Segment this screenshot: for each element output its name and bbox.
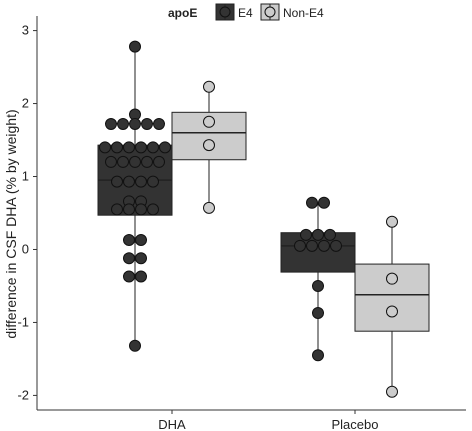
data-point <box>147 175 159 188</box>
data-point <box>330 239 342 252</box>
data-point <box>129 40 141 53</box>
data-point <box>312 306 324 319</box>
data-point <box>203 139 215 152</box>
data-point <box>129 117 141 130</box>
data-point <box>306 196 318 209</box>
data-point <box>123 175 135 188</box>
x-tick-label: Placebo <box>332 417 379 431</box>
box-e4-dha <box>97 40 173 352</box>
box-non-e4-dha <box>171 80 247 214</box>
data-point <box>386 385 398 398</box>
data-point <box>141 155 153 168</box>
data-point <box>147 203 159 216</box>
data-point <box>117 155 129 168</box>
data-point <box>300 228 312 241</box>
data-point <box>135 233 147 246</box>
y-tick-label: 3 <box>22 23 29 38</box>
data-point <box>117 117 129 130</box>
data-point <box>129 339 141 352</box>
data-point <box>159 141 171 154</box>
box-non-e4-placebo <box>354 215 430 398</box>
data-point <box>324 228 336 241</box>
data-point <box>386 305 398 318</box>
y-tick-label: 2 <box>22 96 29 111</box>
data-point <box>153 155 165 168</box>
y-axis-title: difference in CSF DHA (% by weight) <box>3 109 19 338</box>
data-point <box>123 203 135 216</box>
axes: -2 -1 0 1 2 3 DHA Placebo <box>17 16 466 431</box>
data-point <box>123 270 135 283</box>
x-tick-label: DHA <box>158 417 186 431</box>
data-point <box>123 252 135 265</box>
y-tick-label: 1 <box>22 169 29 184</box>
data-point <box>203 201 215 214</box>
box-e4-placebo <box>280 196 356 362</box>
legend-key-e4 <box>215 3 235 21</box>
data-point <box>318 239 330 252</box>
data-point <box>135 203 147 216</box>
data-point <box>312 349 324 362</box>
data-point <box>111 141 123 154</box>
data-point <box>147 141 159 154</box>
data-point <box>135 270 147 283</box>
data-point <box>135 252 147 265</box>
legend: apoE E4 Non-E4 <box>168 3 324 21</box>
legend-label-non-e4: Non-E4 <box>283 6 324 20</box>
data-point <box>203 115 215 128</box>
data-point <box>135 175 147 188</box>
data-point <box>306 239 318 252</box>
data-point <box>111 203 123 216</box>
legend-title: apoE <box>168 6 197 20</box>
y-tick-label: -1 <box>17 314 29 329</box>
legend-key-non-e4 <box>260 3 280 21</box>
data-point <box>318 196 330 209</box>
data-point <box>105 155 117 168</box>
data-point <box>312 228 324 241</box>
data-point <box>294 239 306 252</box>
y-tick-label: -2 <box>17 387 29 402</box>
data-point <box>312 279 324 292</box>
data-point <box>105 117 117 130</box>
data-point <box>386 272 398 285</box>
data-point <box>386 215 398 228</box>
data-point <box>111 175 123 188</box>
data-point <box>141 117 153 130</box>
y-tick-label: 0 <box>22 241 29 256</box>
data-point <box>123 233 135 246</box>
legend-label-e4: E4 <box>238 6 253 20</box>
data-point <box>123 141 135 154</box>
data-point <box>129 155 141 168</box>
data-point <box>203 80 215 93</box>
data-point <box>153 117 165 130</box>
data-point <box>135 141 147 154</box>
data-point <box>99 141 111 154</box>
plot-area <box>97 40 430 398</box>
